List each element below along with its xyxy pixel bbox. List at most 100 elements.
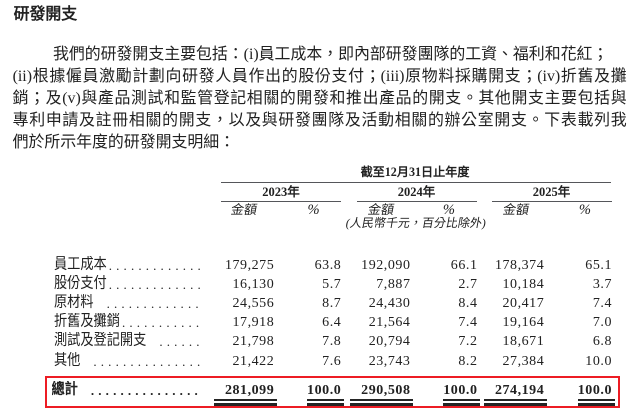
paragraph-line: (ii)根據僱員激勵計劃向研發人員作出的股份支付；(iii)原物料採購開支；(i… xyxy=(12,68,627,86)
row-label: 總計 xyxy=(51,381,78,398)
col-header-percent: % xyxy=(578,202,591,218)
dot-leader: .............................. xyxy=(93,353,200,369)
amount-value: 16,130 xyxy=(232,276,275,292)
table-row: 員工成本.............................. 179,27… xyxy=(0,256,640,275)
amount-value: 23,743 xyxy=(368,353,411,369)
year-label: 2025年 xyxy=(532,185,571,199)
percent-value: 66.1 xyxy=(450,257,478,273)
total-underline-thin xyxy=(443,399,480,402)
amount-value: 27,384 xyxy=(502,353,545,369)
row-label: 股份支付 xyxy=(54,274,107,291)
paragraph-line: 銷；及(v)與產品測試和監管登記相關的開發和推出產品的開支。其他開支主要包括與 xyxy=(12,90,627,108)
total-underline-thick xyxy=(350,403,413,406)
year-label: 2024年 xyxy=(397,185,436,199)
paragraph-line: 我們的研發開支主要包括：(i)員工成本，即內部研發團隊的工資、福利和花紅； xyxy=(52,46,609,64)
percent-value: 10.0 xyxy=(585,353,612,369)
year-group-rule xyxy=(356,200,477,202)
row-label-cell: 總計 .............................. xyxy=(52,381,199,401)
year-label: 2023年 xyxy=(262,185,300,199)
table-row: 測試及登記開支 .............................. 21… xyxy=(0,332,640,351)
total-row: 總計 .............................. 281,099… xyxy=(0,381,640,400)
percent-value: 8.7 xyxy=(322,296,342,312)
col-header-percent: % xyxy=(307,202,320,218)
amount-value: 19,164 xyxy=(502,315,545,331)
total-underline-thin xyxy=(350,399,413,402)
percent-value: 8.4 xyxy=(458,296,478,312)
total-underline-thick xyxy=(483,403,547,406)
percent-value: 6.8 xyxy=(592,334,612,350)
table-row: 折舊及攤銷.............................. 17,91… xyxy=(0,313,640,332)
amount-value: 17,918 xyxy=(232,315,275,331)
percent-value: 65.1 xyxy=(585,257,612,273)
dot-leader: .............................. xyxy=(108,257,200,273)
intro-paragraph: 我們的研發開支主要包括：(i)員工成本，即內部研發團隊的工資、福利和花紅； (ii… xyxy=(13,44,627,154)
amount-value: 21,798 xyxy=(232,334,275,350)
row-label: 原材料 xyxy=(54,294,94,311)
dot-leader: .............................. xyxy=(108,276,200,292)
percent-value: 7.8 xyxy=(322,334,342,350)
row-label: 折舊及攤銷 xyxy=(54,313,120,330)
percent-value: 7.4 xyxy=(592,296,612,312)
total-underline-thin xyxy=(306,399,344,402)
amount-value: 281,099 xyxy=(224,383,275,399)
amount-value: 20,417 xyxy=(502,296,545,312)
amount-value: 24,430 xyxy=(368,296,411,312)
amount-value: 179,275 xyxy=(224,257,275,273)
amount-value: 274,194 xyxy=(494,383,545,399)
percent-value: 5.7 xyxy=(322,276,342,292)
dot-leader: .............................. xyxy=(90,383,199,399)
total-underline-thin xyxy=(213,399,277,402)
total-underline-thick xyxy=(213,403,277,406)
percent-value: 8.2 xyxy=(458,353,478,369)
percent-value: 63.8 xyxy=(314,257,342,273)
col-header-percent: % xyxy=(442,202,455,218)
amount-value: 24,556 xyxy=(232,296,275,312)
row-label-cell: 折舊及攤銷.............................. xyxy=(54,313,200,333)
percent-value: 7.0 xyxy=(592,315,612,331)
dot-leader: .............................. xyxy=(159,334,200,350)
amount-value: 192,090 xyxy=(361,257,411,273)
amount-value: 10,184 xyxy=(502,276,545,292)
total-underline-thin xyxy=(577,399,615,402)
percent-value: 7.2 xyxy=(458,334,478,350)
paragraph-line: 們於所示年度的研發開支明細： xyxy=(12,134,236,152)
row-label-cell: 測試及登記開支 .............................. xyxy=(54,332,200,352)
row-label-cell: 其他 .............................. xyxy=(54,352,200,372)
table-row: 其他 .............................. 21,422 7… xyxy=(0,352,640,371)
dot-leader: .............................. xyxy=(106,296,200,312)
row-label-cell: 員工成本.............................. xyxy=(54,256,200,276)
total-underline-thick xyxy=(577,403,615,406)
row-label: 測試及登記開支 xyxy=(54,332,147,349)
amount-value: 21,422 xyxy=(232,353,275,369)
table-row: 原材料 .............................. 24,556… xyxy=(0,294,640,313)
total-underline-thick xyxy=(443,403,480,406)
percent-value: 6.4 xyxy=(322,315,342,331)
row-label: 員工成本 xyxy=(54,255,107,272)
percent-value: 2.7 xyxy=(458,276,478,292)
page-title: 研發開支 xyxy=(13,6,78,23)
row-label-cell: 股份支付.............................. xyxy=(54,275,200,295)
amount-value: 21,564 xyxy=(368,315,411,331)
paragraph-line: 專利申請及註冊相關的開支，以及與研發團隊及活動相關的辦公室開支。下表載列我 xyxy=(12,112,627,130)
header-top-rule xyxy=(221,181,611,183)
period-header: 截至12月31日止年度 xyxy=(360,165,470,180)
percent-value: 100.0 xyxy=(577,383,612,399)
percent-value: 100.0 xyxy=(307,383,342,399)
percent-value: 100.0 xyxy=(443,383,478,399)
percent-value: 3.7 xyxy=(592,276,612,292)
amount-value: 20,794 xyxy=(368,334,411,350)
amount-value: 7,887 xyxy=(376,276,411,292)
total-underline-thin xyxy=(483,399,547,402)
table-row: 股份支付.............................. 16,130… xyxy=(0,275,640,294)
percent-value: 7.4 xyxy=(458,315,478,331)
total-highlight-box xyxy=(44,375,620,408)
amount-value: 178,374 xyxy=(494,257,545,273)
amount-value: 18,671 xyxy=(502,334,545,350)
total-underline-thick xyxy=(306,403,344,406)
dot-leader: .............................. xyxy=(121,315,200,331)
row-label: 其他 xyxy=(54,351,81,368)
year-group-rule xyxy=(491,200,612,202)
row-label-cell: 原材料 .............................. xyxy=(54,294,200,314)
percent-value: 7.6 xyxy=(322,353,342,369)
